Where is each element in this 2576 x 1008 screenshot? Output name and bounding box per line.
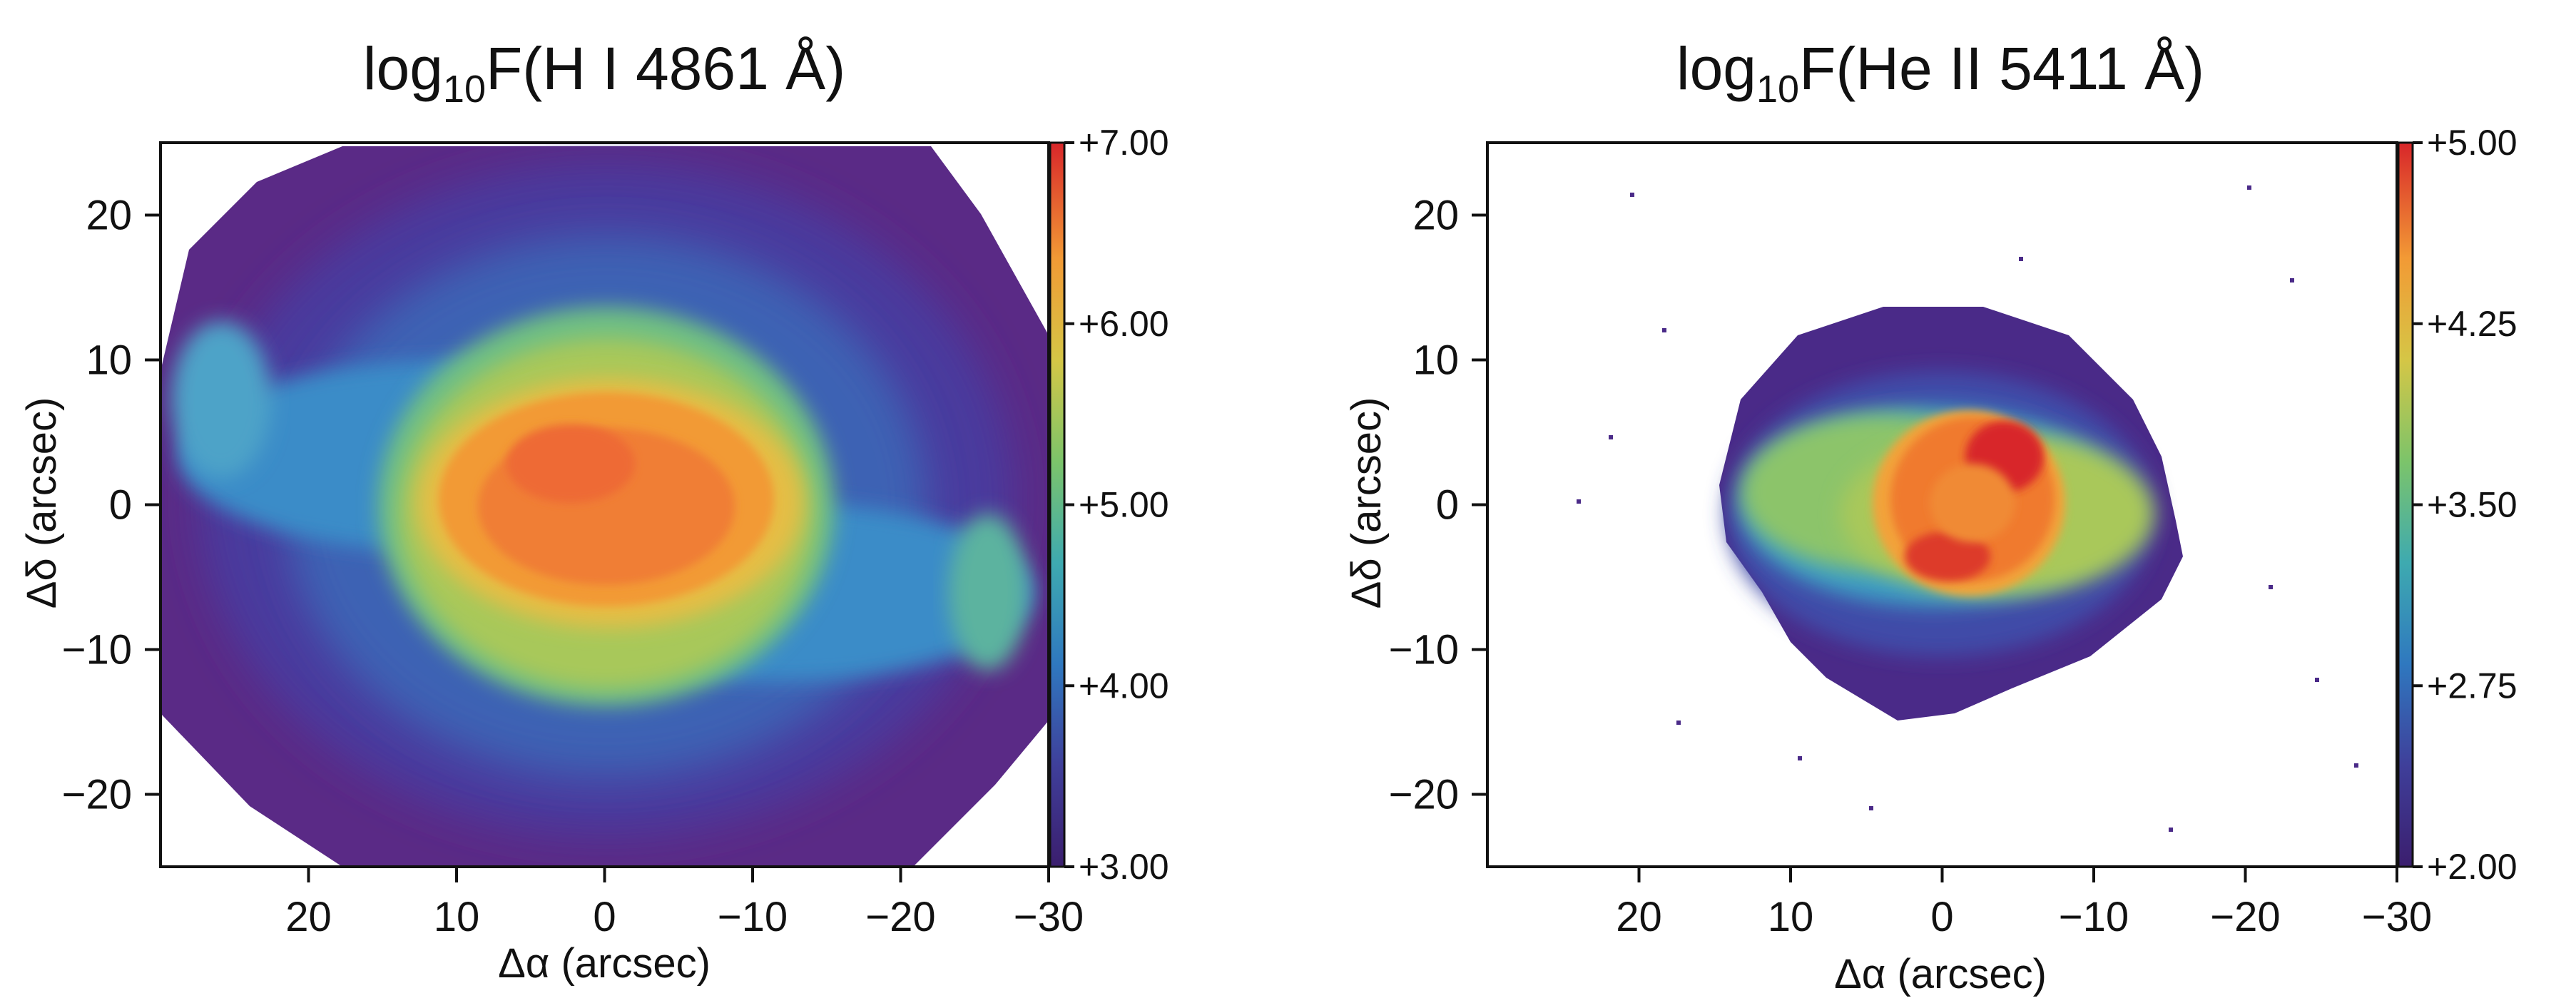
heii-panel: log10F(He II 5411 Å) <box>1343 35 2518 997</box>
hbeta-image <box>161 143 1049 867</box>
hbeta-ytick-label: 0 <box>109 482 132 529</box>
heii-ylabel: Δδ (arcsec) <box>1343 397 1390 609</box>
hbeta-axis-ticks: 20 10 0 −10 −20 −30 20 10 0 −10 −20 <box>62 193 1084 941</box>
heii-ytick-label: −20 <box>1389 772 1459 818</box>
hbeta-xtick-label: −10 <box>718 894 788 940</box>
heii-xtick-label: −10 <box>2059 894 2129 940</box>
heii-xtick-label: −30 <box>2362 894 2432 940</box>
heii-cbar-tick-label: +5.00 <box>2427 123 2518 163</box>
heii-xtick-label: 10 <box>1768 894 1814 940</box>
heii-cbar-tick-label: +2.75 <box>2427 666 2518 706</box>
hbeta-ytick-label: 20 <box>86 193 132 239</box>
heii-xtick-label: −20 <box>2210 894 2280 940</box>
hbeta-title: log10F(H I 4861 Å) <box>363 35 845 111</box>
heii-ytick-label: 20 <box>1412 193 1459 239</box>
hbeta-cbar-tick-label: +7.00 <box>1079 123 1169 163</box>
hbeta-ytick-label: −20 <box>62 772 132 818</box>
hbeta-ytick-label: −10 <box>62 627 132 673</box>
heii-image <box>1487 143 2397 867</box>
heii-colorbar <box>2397 141 2414 868</box>
heii-axis-ticks: 20 10 0 −10 −20 −30 20 10 0 −10 −20 <box>1389 193 2433 941</box>
hbeta-xtick-label: −20 <box>865 894 935 940</box>
heii-cbar-tick-label: +4.25 <box>2427 304 2518 344</box>
heii-xtick-label: 0 <box>1930 894 1953 940</box>
heii-cbar-tick-label: +2.00 <box>2427 847 2518 887</box>
heii-title: log10F(He II 5411 Å) <box>1676 35 2204 111</box>
hbeta-colorbar-ticks: +7.00 +6.00 +5.00 +4.00 +3.00 <box>1064 123 1169 887</box>
hbeta-colorbar <box>1049 141 1066 868</box>
heii-ytick-label: 0 <box>1436 482 1459 529</box>
hbeta-cbar-tick-label: +4.00 <box>1079 666 1169 706</box>
heii-ytick-label: −10 <box>1389 627 1459 673</box>
heii-xtick-label: 20 <box>1616 894 1662 940</box>
hbeta-xtick-label: 0 <box>593 894 616 940</box>
heii-cbar-tick-label: +3.50 <box>2427 485 2518 525</box>
hbeta-xtick-label: 10 <box>434 894 480 940</box>
hbeta-ytick-label: 10 <box>86 337 132 384</box>
hbeta-xtick-label: −30 <box>1014 894 1084 940</box>
hbeta-cbar-tick-label: +3.00 <box>1079 847 1169 887</box>
hbeta-panel: log10F(H I 4861 Å) +7.00+6.00+5.00+4.0 <box>19 35 1169 987</box>
hbeta-xtick-label: 20 <box>285 894 332 940</box>
heii-colorbar-ticks: +5.00 +4.25 +3.50 +2.75 +2.00 <box>2413 123 2518 887</box>
heii-xlabel: Δα (arcsec) <box>1834 951 2047 997</box>
hbeta-cbar-tick-label: +5.00 <box>1079 485 1169 525</box>
hbeta-xlabel: Δα (arcsec) <box>498 940 711 987</box>
heii-ytick-label: 10 <box>1412 337 1459 384</box>
hbeta-cbar-tick-label: +6.00 <box>1079 304 1169 344</box>
hbeta-ylabel: Δδ (arcsec) <box>19 397 65 609</box>
